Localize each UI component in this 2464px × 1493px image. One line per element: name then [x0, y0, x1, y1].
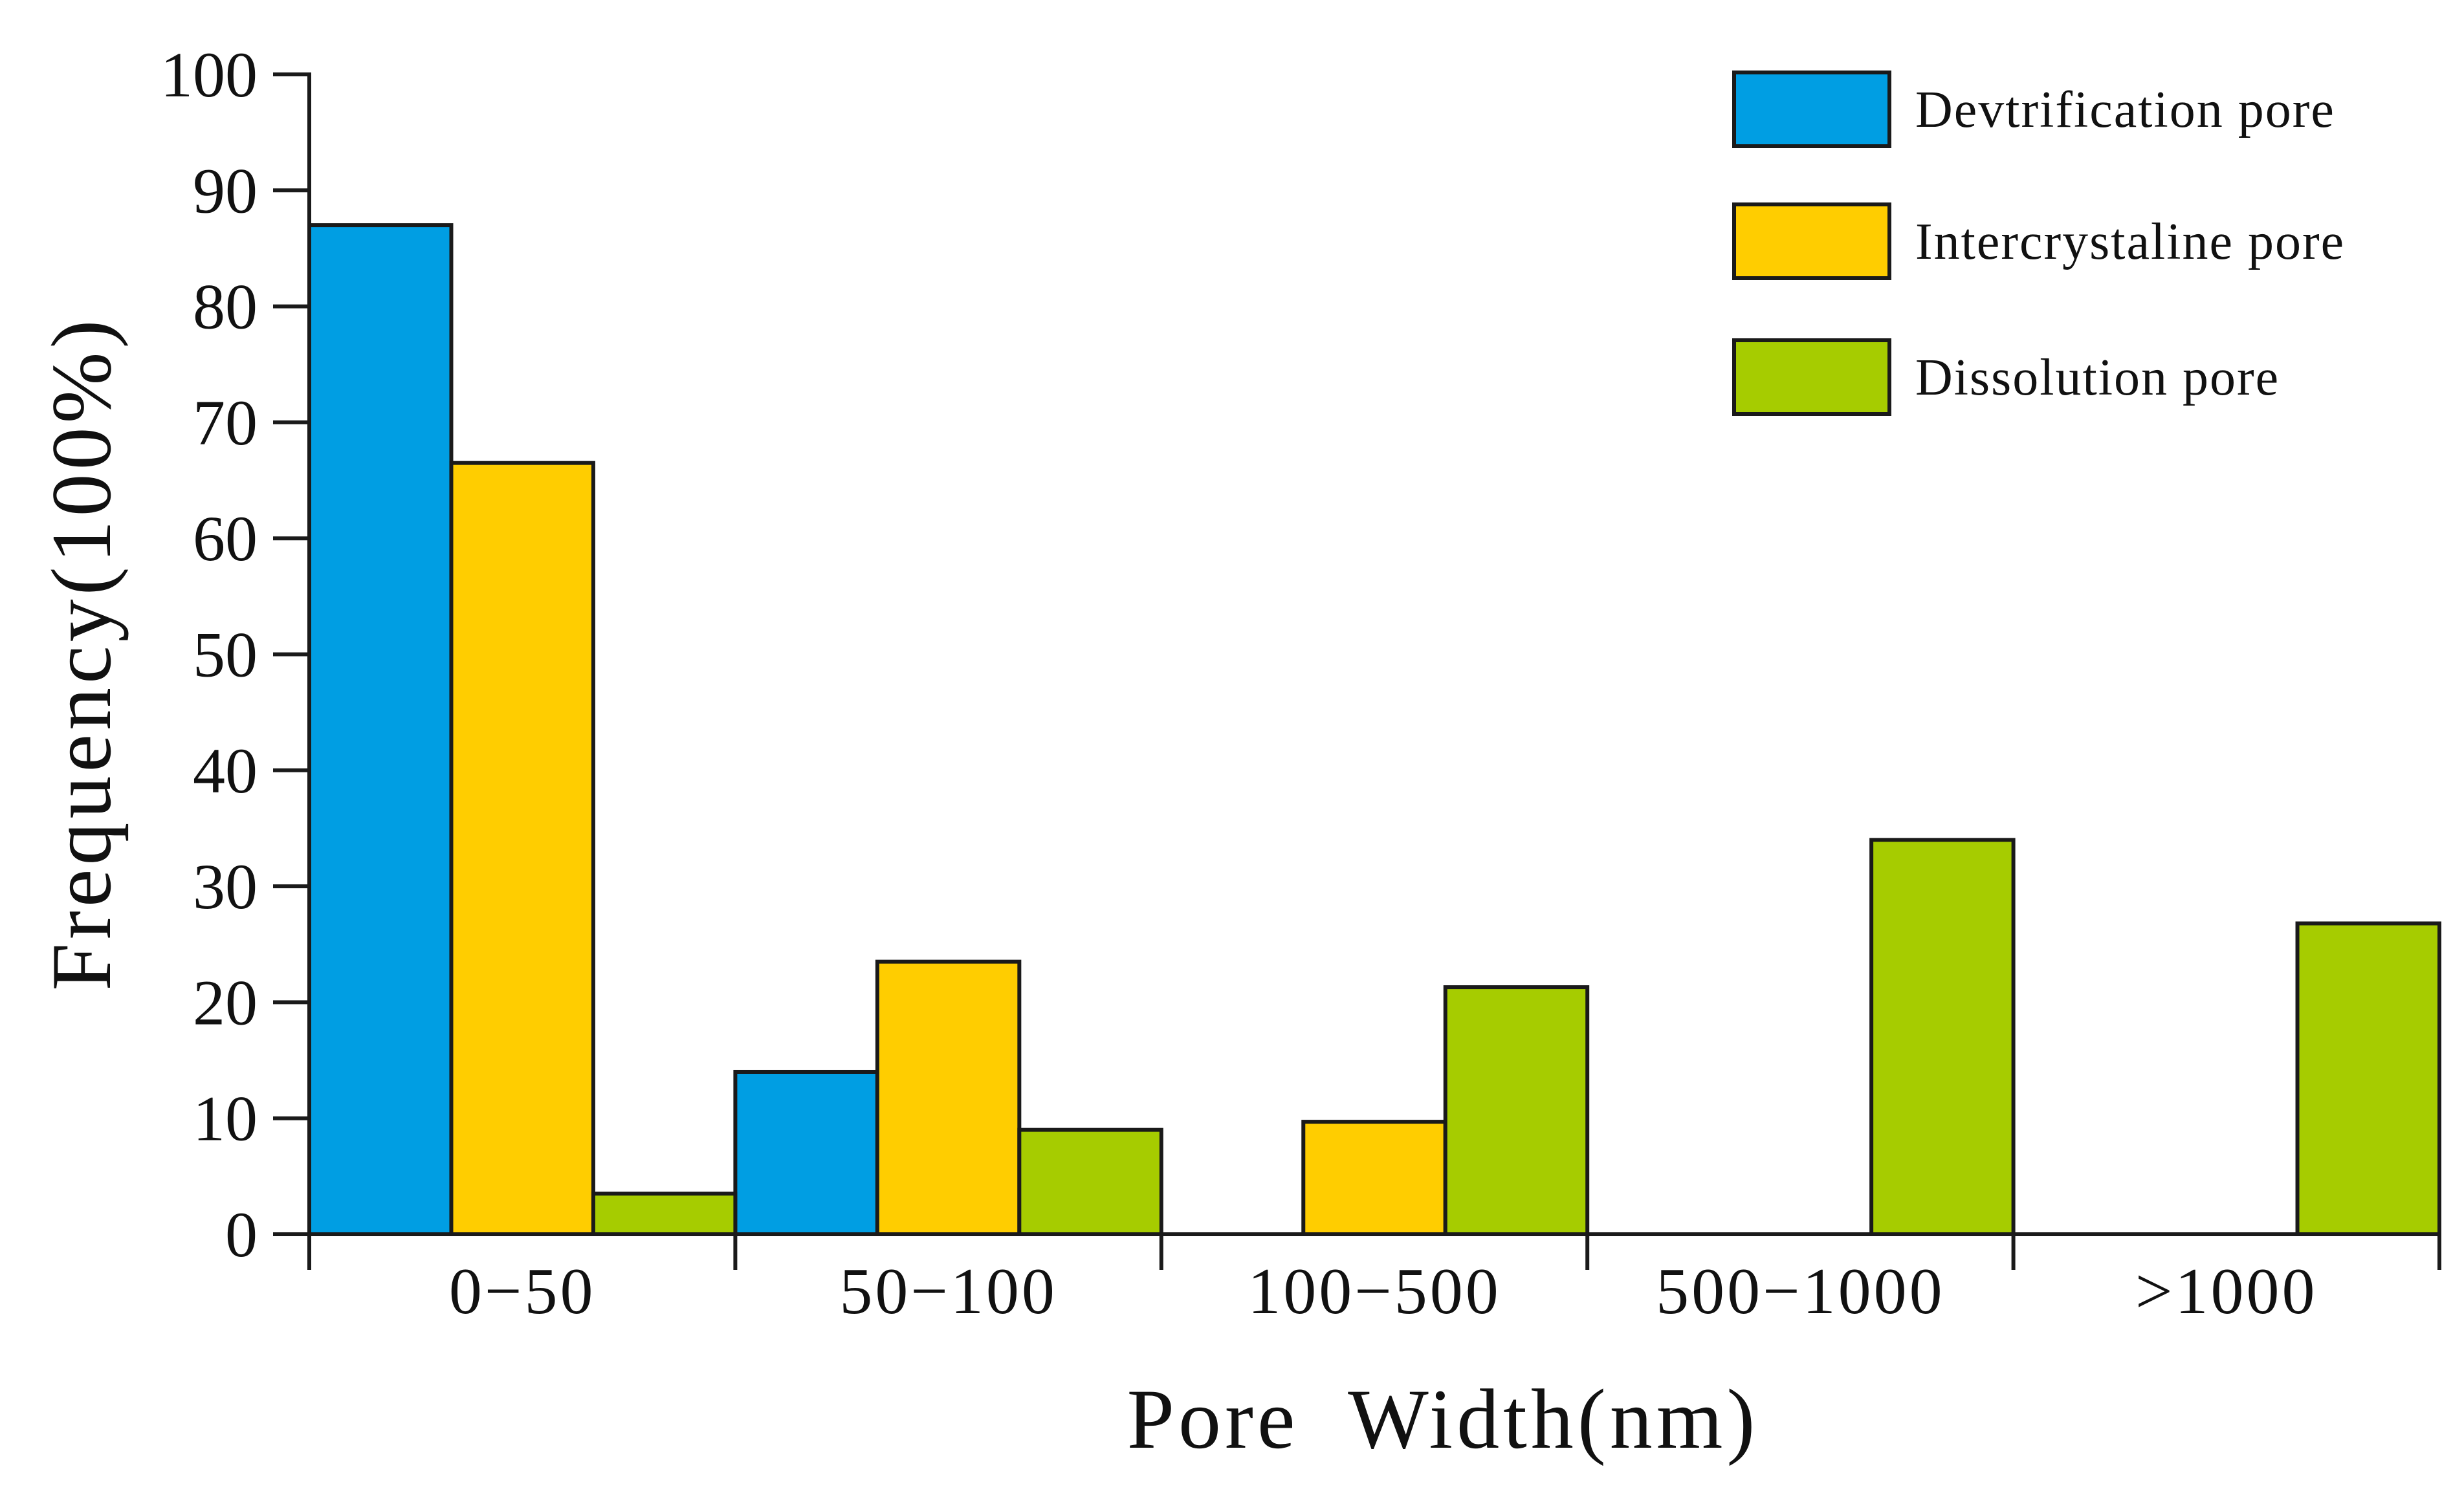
- bar-devtrification-pore-1: [733, 1069, 879, 1236]
- legend-label-2: Dissolution pore: [1915, 349, 2280, 406]
- legend-swatch-1: [1732, 202, 1891, 280]
- y-tick-label-20: 20: [193, 966, 258, 1038]
- x-axis-title: Pore Width(nm): [1127, 1371, 1759, 1466]
- bar-dissolution-pore-3: [1869, 838, 2016, 1236]
- y-ticks-group: 0 10 20 30 40 50 60 70 80 90 100: [160, 39, 309, 1270]
- bar-dissolution-pore-1: [1017, 1128, 1163, 1236]
- y-tick-label-50: 50: [193, 619, 258, 691]
- bar-dissolution-pore-4: [2295, 921, 2442, 1236]
- y-tick-label-80: 80: [193, 271, 258, 343]
- y-axis-title: Frequency(100%): [34, 316, 129, 990]
- bar-dissolution-pore-0: [591, 1192, 738, 1236]
- bar-dissolution-pore-2: [1443, 985, 1590, 1236]
- x-category-label-4: >1000: [2135, 1255, 2318, 1328]
- y-tick-label-0: 0: [225, 1199, 258, 1270]
- y-tick-label-40: 40: [193, 735, 258, 807]
- legend: Devtrification pore Intercrystaline pore D…: [1732, 71, 2345, 416]
- x-category-label-1: 50−100: [839, 1255, 1057, 1328]
- legend-swatch-2: [1732, 338, 1891, 416]
- x-category-label-0: 0−50: [449, 1255, 596, 1328]
- bar-intercrystaline-pore-2: [1301, 1120, 1447, 1236]
- legend-label-0: Devtrification pore: [1915, 82, 2335, 138]
- bar-intercrystaline-pore-1: [875, 959, 1022, 1237]
- x-categories-group: 0−50 50−100 100−500 500−1000 >1000: [307, 1234, 2441, 1328]
- x-category-label-2: 100−500: [1248, 1255, 1501, 1328]
- bar-intercrystaline-pore-0: [449, 461, 595, 1236]
- bars-group: [307, 223, 2442, 1237]
- y-tick-label-90: 90: [193, 155, 258, 226]
- y-tick-label-70: 70: [193, 387, 258, 459]
- y-tick-label-10: 10: [193, 1083, 258, 1155]
- y-tick-label-30: 30: [193, 851, 258, 922]
- x-category-label-3: 500−1000: [1656, 1255, 1945, 1328]
- y-tick-label-100: 100: [160, 39, 258, 111]
- y-tick-label-60: 60: [193, 503, 258, 574]
- legend-swatch-0: [1732, 71, 1891, 148]
- legend-label-1: Intercrystaline pore: [1915, 213, 2345, 270]
- bar-devtrification-pore-0: [307, 223, 454, 1237]
